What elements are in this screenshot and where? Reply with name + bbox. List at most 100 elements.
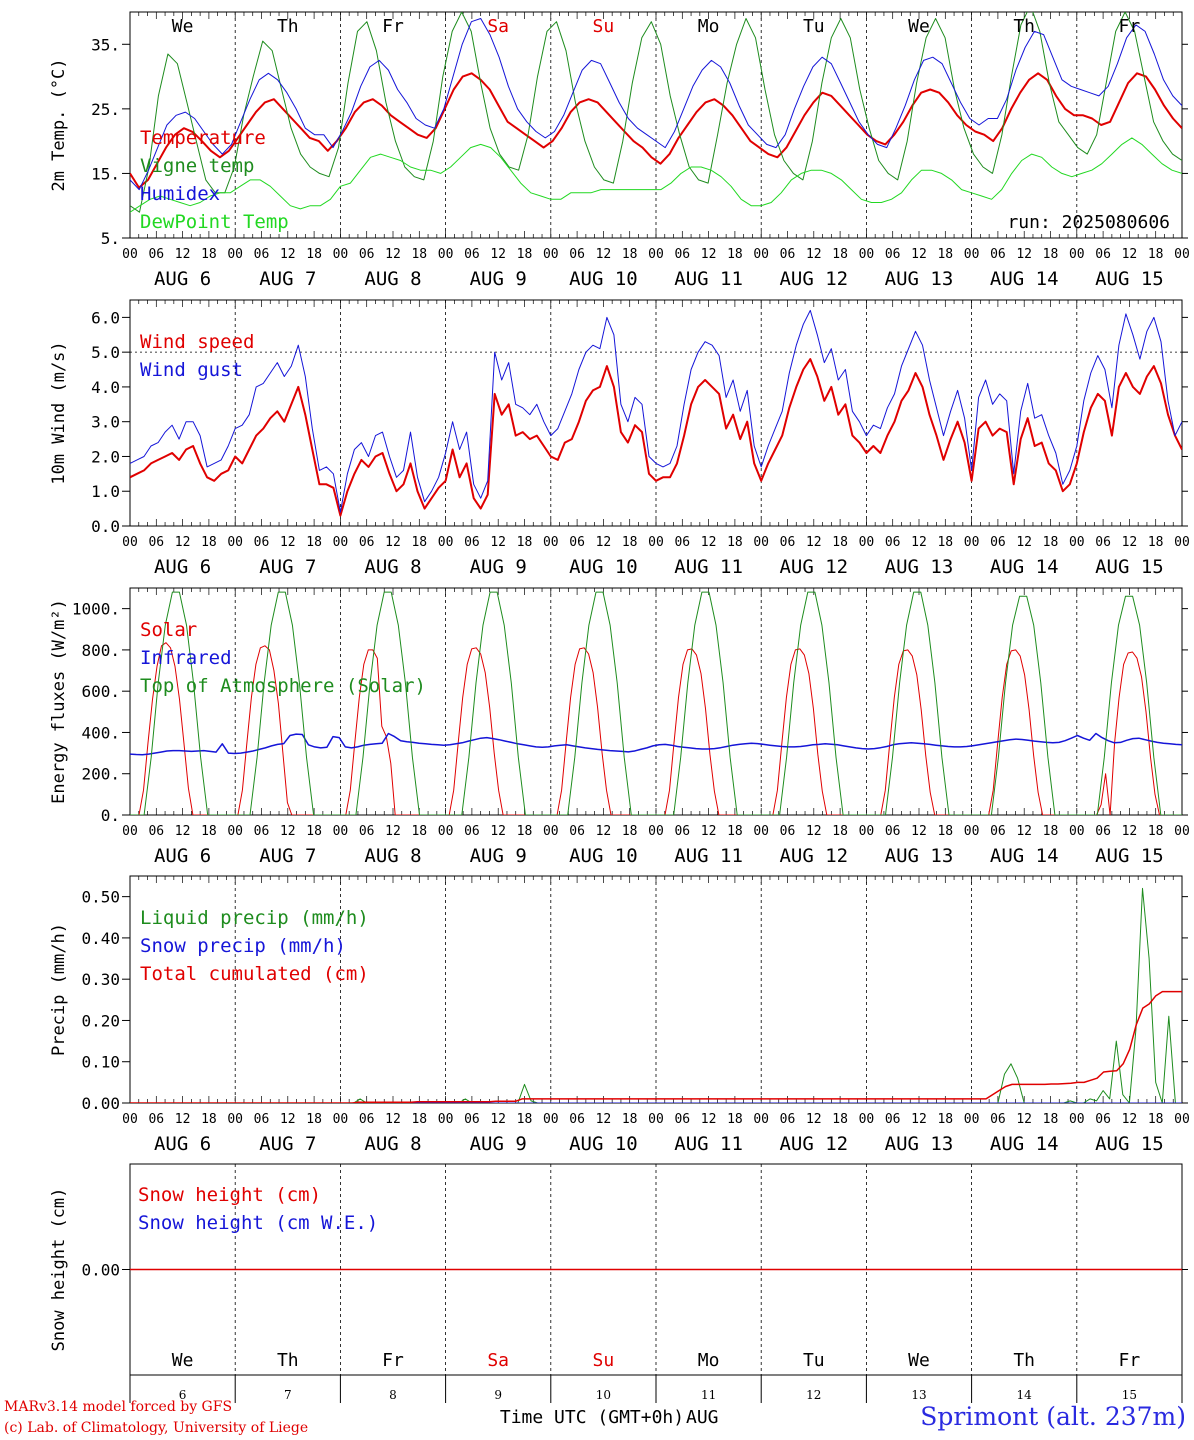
series-line-wind-speed	[130, 358, 1182, 517]
x-hour-label: 00	[122, 535, 138, 550]
legend-entry: Infrared	[140, 647, 232, 669]
x-hour-label: 06	[569, 824, 585, 839]
x-date-label: AUG 7	[259, 845, 316, 867]
x-hour-label: 06	[885, 824, 901, 839]
x-hour-label: 00	[648, 247, 664, 262]
day-number-label: 7	[284, 1388, 292, 1402]
day-name-label: Th	[277, 1350, 299, 1371]
x-hour-label: 00	[438, 824, 454, 839]
panel-5: 0.00 Snow height (cm) Snow height (cm) Snow…	[49, 1163, 1188, 1428]
x-date-label: AUG 11	[674, 268, 743, 290]
x-hour-label: 18	[306, 247, 322, 262]
x-hour-label: 00	[227, 535, 243, 550]
panel-4: 0.00 0.10 0.20 0.30 0.40 0.50 Precip (mm/h) 00 0…	[49, 875, 1190, 1155]
x-hour-label: 12	[701, 535, 717, 550]
y-tick-label: 600.	[81, 682, 120, 701]
y-axis-label: Snow height (cm)	[49, 1188, 69, 1352]
day-name-label: Fr	[1119, 16, 1141, 37]
x-hour-label: 00	[964, 247, 980, 262]
y-tick-label: 4.0	[91, 378, 120, 397]
y-tick-label: 0.20	[81, 1011, 120, 1030]
x-date-label: AUG 9	[470, 268, 527, 290]
x-hour-label: 12	[280, 1112, 296, 1127]
x-hour-label: 00	[543, 1112, 559, 1127]
x-hour-label: 00	[859, 1112, 875, 1127]
x-hour-label: 12	[1016, 1112, 1032, 1127]
x-hour-label: 00	[438, 1112, 454, 1127]
series-line-dewpoint-temp	[130, 137, 1182, 213]
x-date-label: AUG 15	[1095, 556, 1164, 578]
y-tick-label: 5.0	[91, 343, 120, 362]
legend-entry: Snow precip (mm/h)	[140, 935, 346, 957]
x-hour-label: 12	[701, 824, 717, 839]
x-hour-label: 12	[1122, 247, 1138, 262]
day-name-label: We	[908, 16, 930, 37]
y-tick-label: 6.0	[91, 308, 120, 327]
series-line-liquid-precip-mm-h-	[130, 887, 1182, 1103]
y-tick-label: 200.	[81, 765, 120, 784]
x-hour-label: 06	[674, 1112, 690, 1127]
x-hour-label: 18	[1148, 824, 1164, 839]
legend-entry: Solar	[140, 619, 197, 641]
series-group	[130, 12, 1182, 213]
x-hour-label: 06	[780, 535, 796, 550]
x-hour-label: 00	[227, 247, 243, 262]
x-hour-label: 06	[464, 1112, 480, 1127]
y-tick-label: 400.	[81, 723, 120, 742]
x-date-label: AUG 10	[569, 268, 638, 290]
day-name-label: Th	[1013, 1350, 1035, 1371]
x-date-label: AUG 9	[470, 845, 527, 867]
x-date-label: AUG 9	[470, 556, 527, 578]
x-date-label: AUG 13	[885, 845, 954, 867]
x-hour-label: 18	[517, 1112, 533, 1127]
x-hour-label: 18	[201, 535, 217, 550]
x-date-label: AUG 11	[674, 845, 743, 867]
x-hour-label: 00	[333, 535, 349, 550]
x-date-label: AUG 8	[364, 1133, 421, 1155]
x-hour-label: 12	[596, 1112, 612, 1127]
x-hour-label: 12	[1122, 824, 1138, 839]
lab-credit: (c) Lab. of Climatology, University of L…	[4, 1420, 309, 1436]
x-hour-label: 18	[306, 535, 322, 550]
y-tick-label: 1.0	[91, 482, 120, 501]
x-hour-label: 06	[254, 247, 270, 262]
series-line-wind-gust	[130, 309, 1182, 513]
x-hour-label: 00	[964, 1112, 980, 1127]
x-hour-label: 00	[753, 1112, 769, 1127]
x-hour-label: 12	[1122, 1112, 1138, 1127]
x-hour-label: 06	[359, 247, 375, 262]
x-hour-label: 06	[148, 247, 164, 262]
series-group	[130, 887, 1182, 1103]
x-hour-label: 00	[1174, 535, 1190, 550]
y-tick-label: 800.	[81, 641, 120, 660]
x-hour-label: 06	[674, 247, 690, 262]
x-hour-label: 00	[1069, 1112, 1085, 1127]
x-hour-label: 00	[753, 535, 769, 550]
x-date-label: AUG 11	[674, 556, 743, 578]
x-hour-label: 12	[911, 824, 927, 839]
y-axis-label: Energy fluxes (W/m²)	[49, 599, 69, 804]
x-hour-label: 00	[438, 247, 454, 262]
y-tick-label: 3.0	[91, 413, 120, 432]
x-hour-label: 18	[306, 824, 322, 839]
x-hour-label: 00	[227, 824, 243, 839]
x-hour-label: 06	[780, 824, 796, 839]
day-name-label: We	[908, 1350, 930, 1371]
x-hour-label: 00	[859, 535, 875, 550]
day-name-label: Su	[593, 16, 615, 37]
panel-2: 0.0 1.0 2.0 3.0 4.0 5.0 6.0 10m Wind (m/s) 00 06 1…	[49, 299, 1190, 578]
x-hour-label: 18	[937, 824, 953, 839]
legend-entry: Total cumulated (cm)	[140, 963, 369, 985]
series-line-infrared	[130, 732, 1182, 756]
x-hour-label: 18	[727, 1112, 743, 1127]
series-line-solar	[130, 642, 1182, 815]
x-date-label: AUG 13	[885, 268, 954, 290]
day-number-label: 10	[596, 1388, 611, 1402]
day-name-label: Sa	[487, 16, 509, 37]
x-hour-label: 06	[1095, 247, 1111, 262]
day-number-label: 12	[806, 1388, 821, 1402]
x-hour-label: 12	[385, 247, 401, 262]
y-tick-label: 25.	[91, 100, 120, 119]
station-title: Sprimont (alt. 237m)	[920, 1402, 1186, 1431]
